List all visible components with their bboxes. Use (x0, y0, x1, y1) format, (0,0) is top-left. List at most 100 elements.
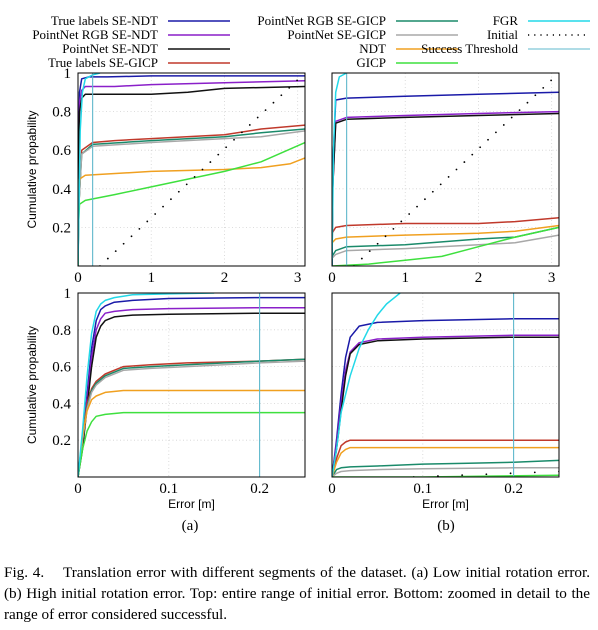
series-initial-point (114, 250, 117, 253)
series-initial-point (550, 79, 553, 82)
series-true-gicp (332, 439, 559, 477)
legend-label-fgr: FGR (493, 13, 519, 28)
x-tick-label: 0 (74, 481, 82, 497)
series-initial-point (384, 235, 387, 238)
series-rgb-gicp (332, 459, 559, 477)
x-tick-label: 3 (294, 270, 302, 286)
series-initial-point (256, 116, 259, 119)
series-initial-point (502, 124, 505, 126)
series-initial-point (217, 153, 220, 156)
series-initial-point (193, 176, 196, 178)
series-initial-point (162, 205, 164, 208)
series-initial-point (360, 257, 363, 260)
panel-4: 0 0.1 0.2 Error [m] (328, 292, 560, 511)
series-gicp (78, 141, 305, 266)
subfigure-label-b: (b) (437, 518, 455, 534)
series-pn-ndt (78, 312, 305, 477)
figure-caption: Fig. 4. Translation error with different… (4, 562, 590, 625)
legend-label-pn-ndt: PointNet SE-NDT (62, 41, 158, 56)
y-tick-label: 0.4 (52, 182, 71, 198)
series-initial-point (495, 131, 497, 134)
y-tick-label: 0.2 (52, 433, 71, 449)
plot-frame (77, 72, 306, 267)
series-fgr (78, 293, 215, 477)
series-pn-gicp (78, 130, 305, 266)
series-fgr (78, 73, 101, 266)
series-group (332, 293, 559, 477)
series-initial-point (485, 473, 488, 476)
series-ndt (332, 446, 559, 477)
plot-frame (331, 72, 560, 267)
series-true-gicp (332, 217, 559, 234)
series-initial-point (431, 190, 434, 193)
series-initial-point (106, 257, 109, 260)
series-initial-point (248, 124, 251, 126)
x-tick-label: 0.2 (250, 481, 269, 497)
figure-number: Fig. 4. (4, 564, 45, 581)
series-initial-point (280, 94, 283, 97)
series-rgb-ndt (332, 334, 559, 477)
series-rgb-gicp (78, 128, 305, 266)
series-initial-point (439, 183, 442, 186)
series-pn-gicp (332, 467, 559, 477)
series-rgb-gicp (332, 226, 559, 257)
x-tick-label: 2 (221, 270, 229, 286)
series-initial-point (130, 235, 133, 238)
series-ndt (78, 157, 305, 266)
series-initial-point (463, 161, 466, 163)
subfigure-label-a: (a) (182, 518, 199, 534)
y-tick-label: 1 (64, 66, 72, 82)
series-initial-point (264, 109, 267, 112)
panel-3: 0 0.1 0.2 0.2 0.4 0.6 0.8 1 Cumulative propabili… (25, 286, 306, 511)
series-initial-point (533, 471, 536, 474)
legend-label-true-gicp: True labels SE-GICP (48, 55, 158, 70)
legend-label-ndt: NDT (359, 41, 386, 56)
series-initial-point (424, 198, 426, 201)
panel-1: 0 1 2 3 0.2 0.4 0.6 0.8 1 Cumulative propability (25, 66, 306, 286)
y-tick-label: 0.8 (52, 105, 71, 121)
figure-caption-text: Translation error with different segment… (4, 564, 591, 623)
legend-label-initial: Initial (487, 27, 518, 42)
legend-label-threshold: Success Threshold (421, 41, 518, 56)
series-pn-ndt (332, 336, 559, 477)
plot-frame (77, 292, 306, 478)
series-pn-ndt (78, 85, 305, 266)
series-initial-point (461, 474, 464, 477)
series-initial-point (518, 109, 521, 112)
series-initial-point (272, 101, 275, 104)
series-initial-point (177, 190, 180, 193)
y-tick-label: 0.2 (52, 220, 71, 236)
series-ndt (332, 224, 559, 244)
series-initial-point (542, 86, 545, 89)
series-initial-point (509, 472, 512, 475)
series-initial-point (534, 94, 537, 97)
x-tick-label: 0.2 (504, 481, 523, 497)
series-initial-point (408, 213, 411, 215)
x-tick-label: 0.1 (413, 481, 432, 497)
x-axis-label: Error [m] (422, 497, 469, 511)
series-rgb-gicp (78, 358, 305, 477)
x-tick-label: 0 (328, 481, 336, 497)
series-initial-point (376, 242, 379, 245)
series-pn-gicp (78, 360, 305, 477)
series-initial-point (455, 168, 458, 171)
legend-label-rgb-ndt: PointNet RGB SE-NDT (32, 27, 158, 42)
series-true-gicp (78, 358, 305, 477)
series-initial-point (170, 198, 172, 201)
series-true-ndt (78, 296, 305, 477)
y-axis-label: Cumulative propability (25, 326, 39, 444)
legend-label-gicp: GICP (356, 55, 386, 70)
y-tick-label: 0.8 (52, 323, 71, 339)
series-initial-point (510, 116, 513, 119)
legend-label-rgb-gicp: PointNet RGB SE-GICP (257, 13, 386, 28)
series-initial-point (209, 161, 212, 163)
series-initial-point (471, 153, 474, 156)
series-gicp (332, 226, 559, 266)
series-ndt (78, 389, 305, 477)
x-tick-label: 2 (475, 270, 483, 286)
series-initial-point (392, 227, 395, 230)
series-initial-point (288, 86, 291, 89)
series-initial-point (233, 138, 235, 141)
